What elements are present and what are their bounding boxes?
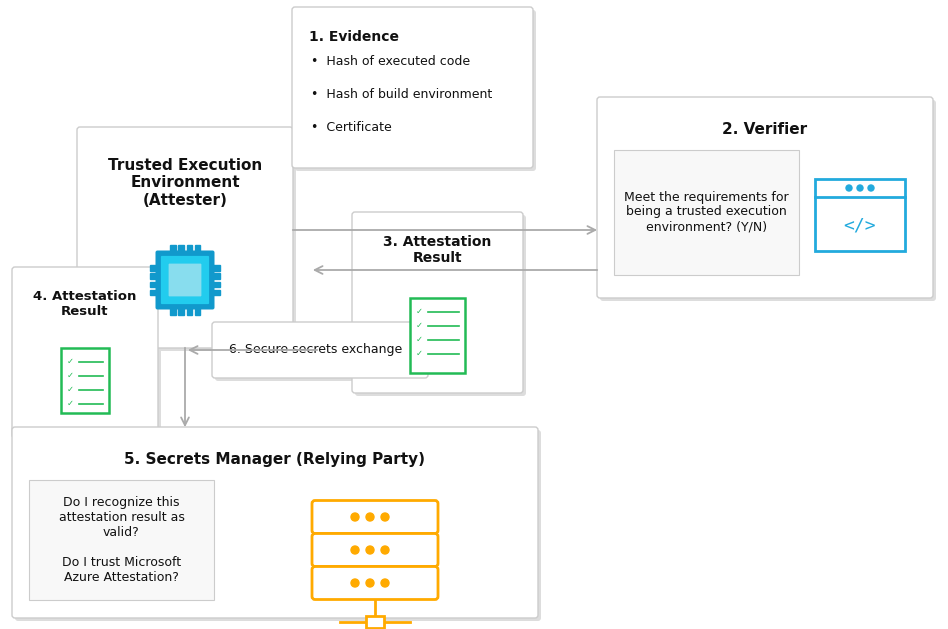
FancyBboxPatch shape [212, 322, 428, 378]
Circle shape [351, 546, 359, 554]
FancyBboxPatch shape [600, 100, 936, 301]
Bar [150, 290, 157, 296]
Bar [150, 274, 157, 279]
Circle shape [857, 185, 863, 191]
FancyBboxPatch shape [312, 567, 438, 599]
FancyBboxPatch shape [12, 427, 538, 618]
FancyBboxPatch shape [355, 215, 526, 396]
FancyBboxPatch shape [15, 270, 161, 441]
Circle shape [846, 185, 852, 191]
FancyBboxPatch shape [29, 480, 214, 600]
FancyBboxPatch shape [155, 250, 214, 309]
FancyBboxPatch shape [15, 430, 541, 621]
Circle shape [351, 579, 359, 587]
FancyBboxPatch shape [80, 130, 296, 351]
Text: •  Hash of build environment: • Hash of build environment [311, 88, 492, 101]
FancyBboxPatch shape [410, 298, 465, 372]
Text: ✓: ✓ [416, 349, 423, 358]
Text: 4. Attestation
Result: 4. Attestation Result [33, 290, 137, 318]
FancyBboxPatch shape [61, 347, 109, 413]
Bar [366, 616, 384, 628]
Circle shape [366, 513, 374, 521]
FancyBboxPatch shape [815, 179, 905, 251]
Circle shape [381, 546, 389, 554]
Bar [187, 245, 192, 252]
Bar [212, 274, 220, 279]
Circle shape [366, 579, 374, 587]
Text: 2. Verifier: 2. Verifier [722, 122, 808, 137]
Text: ✓: ✓ [67, 399, 74, 408]
Circle shape [366, 546, 374, 554]
Circle shape [381, 513, 389, 521]
Circle shape [381, 579, 389, 587]
Bar [170, 308, 175, 315]
Bar [178, 245, 184, 252]
Text: 5. Secrets Manager (Relying Party): 5. Secrets Manager (Relying Party) [124, 452, 426, 467]
FancyBboxPatch shape [161, 256, 210, 304]
FancyBboxPatch shape [77, 127, 293, 348]
Bar [212, 265, 220, 270]
Text: ✓: ✓ [416, 321, 423, 330]
Text: Trusted Execution
Environment
(Attester): Trusted Execution Environment (Attester) [108, 158, 263, 208]
Text: 6. Secure secrets exchange: 6. Secure secrets exchange [229, 343, 402, 357]
FancyBboxPatch shape [312, 501, 438, 533]
Circle shape [868, 185, 874, 191]
FancyBboxPatch shape [292, 7, 533, 168]
FancyBboxPatch shape [295, 10, 536, 171]
Circle shape [351, 513, 359, 521]
Text: Meet the requirements for
being a trusted execution
environment? (Y/N): Meet the requirements for being a truste… [624, 191, 789, 233]
Text: •  Certificate: • Certificate [311, 121, 392, 134]
Text: ✓: ✓ [67, 371, 74, 380]
Text: ✓: ✓ [416, 335, 423, 344]
Bar [150, 265, 157, 270]
FancyBboxPatch shape [352, 212, 523, 393]
Text: •  Hash of executed code: • Hash of executed code [311, 55, 470, 68]
Bar [195, 245, 200, 252]
Bar [150, 282, 157, 287]
Text: ✓: ✓ [67, 385, 74, 394]
Bar [170, 245, 175, 252]
Bar [212, 282, 220, 287]
Text: 3. Attestation
Result: 3. Attestation Result [383, 235, 492, 265]
FancyBboxPatch shape [614, 150, 799, 275]
Bar [178, 308, 184, 315]
Text: ✓: ✓ [67, 357, 74, 366]
Bar [195, 308, 200, 315]
FancyBboxPatch shape [169, 264, 201, 296]
FancyBboxPatch shape [597, 97, 933, 298]
Text: </>: </> [844, 216, 876, 234]
FancyBboxPatch shape [12, 267, 158, 438]
Bar [187, 308, 192, 315]
Text: Do I recognize this
attestation result as
valid?

Do I trust Microsoft
Azure Att: Do I recognize this attestation result a… [59, 496, 185, 584]
Bar [212, 290, 220, 296]
FancyBboxPatch shape [312, 533, 438, 567]
Text: ✓: ✓ [416, 307, 423, 316]
FancyBboxPatch shape [215, 325, 431, 381]
Text: 1. Evidence: 1. Evidence [309, 30, 399, 44]
